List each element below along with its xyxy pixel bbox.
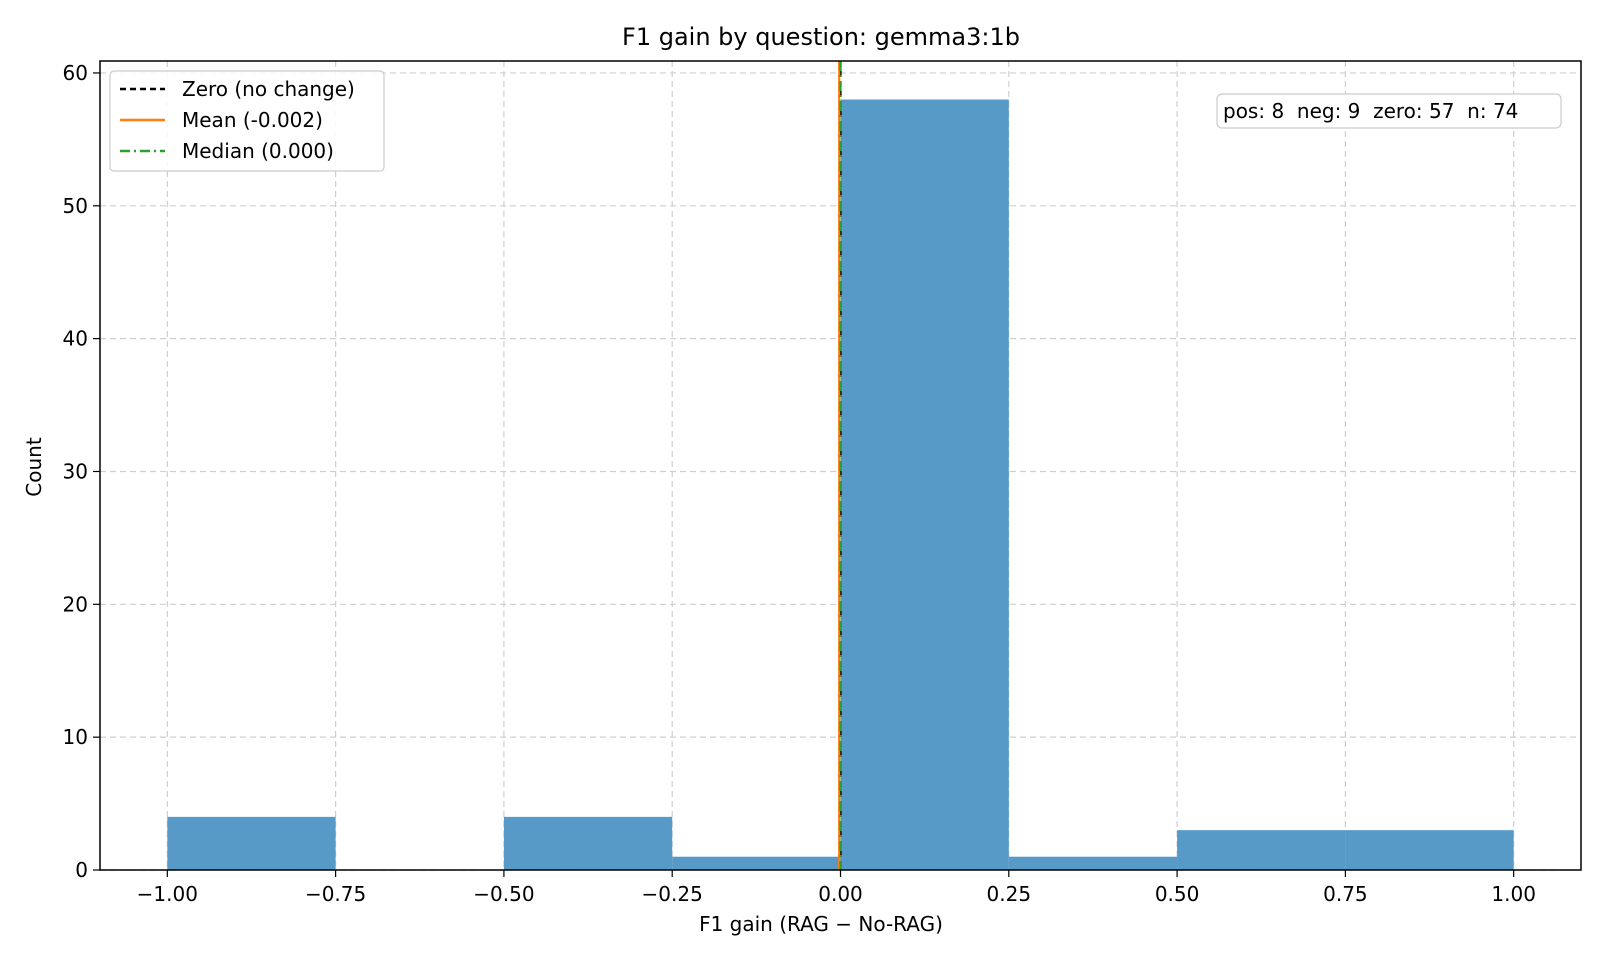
legend-frame [109, 70, 385, 172]
legend: Zero (no change) Mean (-0.002) Median (0.0… [109, 70, 385, 172]
x-tick-label: −1.00 [137, 882, 198, 906]
histogram-bar [672, 856, 841, 870]
histogram-bar [503, 816, 673, 870]
y-tick-label: 40 [63, 327, 88, 351]
y-tick-label: 20 [63, 592, 88, 616]
histogram-bar [1345, 830, 1514, 870]
stats-box: pos: 8 neg: 9 zero: 57 n: 74 [1216, 93, 1562, 129]
y-tick-label: 0 [75, 858, 88, 882]
x-tick-label: −0.50 [473, 882, 534, 906]
y-tick-label: 60 [63, 61, 88, 85]
legend-label-zero: Zero (no change) [182, 77, 355, 101]
histogram-bars [167, 99, 1514, 871]
histogram-bar [840, 99, 1009, 871]
y-tick-label: 10 [63, 725, 88, 749]
histogram-bar [1008, 856, 1178, 870]
histogram-bar [1177, 830, 1346, 870]
x-axis-ticks: −1.00 −0.75 −0.50 −0.25 0.00 0.25 0.50 0.75 1.00 [137, 870, 1536, 906]
x-tick-label: 0.75 [1323, 882, 1368, 906]
chart-title: F1 gain by question: gemma3:1b [622, 23, 1020, 51]
x-tick-label: 0.00 [818, 882, 863, 906]
x-tick-label: 0.50 [1155, 882, 1200, 906]
y-tick-label: 50 [63, 194, 88, 218]
x-axis-label: F1 gain (RAG − No-RAG) [699, 912, 943, 936]
reference-lines [838, 61, 842, 870]
y-tick-label: 30 [63, 459, 88, 483]
legend-label-mean: Mean (-0.002) [182, 108, 323, 132]
stats-text: pos: 8 neg: 9 zero: 57 n: 74 [1223, 99, 1518, 123]
x-tick-label: −0.75 [305, 882, 366, 906]
x-tick-label: 0.25 [987, 882, 1032, 906]
y-axis-label: Count [22, 437, 46, 497]
legend-label-median: Median (0.000) [182, 139, 334, 163]
x-tick-label: 1.00 [1491, 882, 1536, 906]
y-axis-ticks: 0 10 20 30 40 50 60 [63, 61, 100, 882]
histogram-bar [167, 816, 336, 870]
stats-box-frame [1216, 93, 1562, 129]
x-tick-label: −0.25 [642, 882, 703, 906]
